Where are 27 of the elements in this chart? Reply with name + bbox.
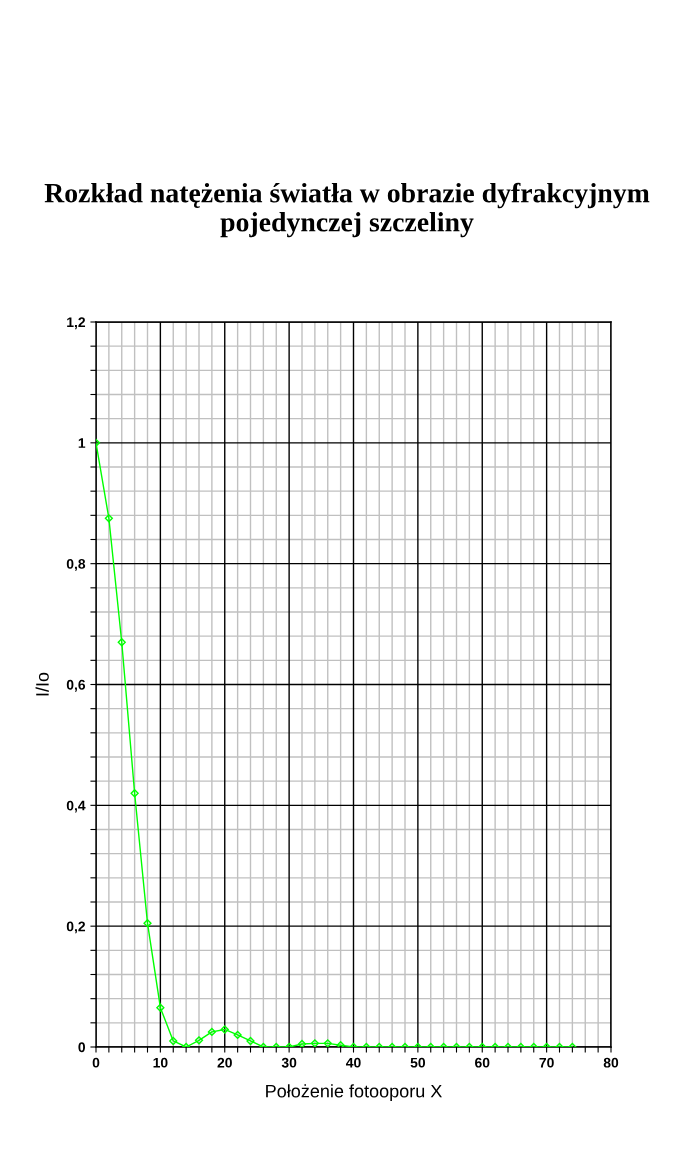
x-tick-label: 10 [153, 1057, 168, 1068]
y-tick-label: 1,2 [67, 317, 86, 330]
y-tick-label: 0,8 [66, 559, 86, 571]
point [323, 1039, 332, 1047]
x-axis-title: Położenie fotooporu X [266, 1084, 442, 1102]
y-tick-label: 0 [78, 1042, 86, 1053]
point [104, 514, 114, 523]
point [156, 1003, 165, 1012]
x-tick-label: 40 [345, 1057, 361, 1068]
y-tick-label: 0,4 [66, 800, 86, 813]
point [143, 919, 152, 928]
y-tick-label: 0,6 [66, 679, 86, 692]
y-axis-title: I/Io [35, 672, 49, 696]
x-tick-label: 70 [539, 1057, 554, 1068]
y-tick-label: 1 [78, 438, 86, 448]
point [117, 638, 126, 647]
point [130, 789, 139, 798]
x-tick-label: 50 [410, 1057, 426, 1068]
x-tick-label: 60 [475, 1057, 490, 1068]
y-tick-label: 0,2 [66, 921, 86, 934]
x-tick-label: 80 [603, 1057, 619, 1068]
chart-title: Rozkład natężenia światła w obrazie dyfrakcyjnym pojedynczej szczeliny [44, 182, 650, 238]
point [310, 1039, 320, 1047]
x-tick-label: 20 [217, 1057, 232, 1068]
point [297, 1039, 307, 1047]
x-tick-label: 30 [281, 1057, 297, 1068]
x-tick-label: 0 [92, 1057, 100, 1068]
